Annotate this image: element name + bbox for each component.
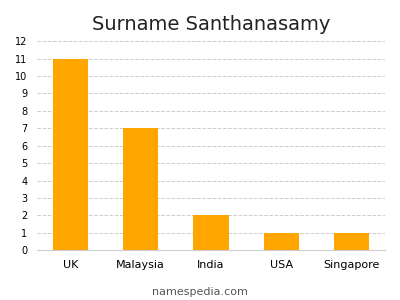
Bar [53,58,88,250]
Bar [264,233,299,250]
Text: namespedia.com: namespedia.com [152,287,248,297]
Bar [334,233,369,250]
Bar [123,128,158,250]
Title: Surname Santhanasamy: Surname Santhanasamy [92,15,330,34]
Bar [194,215,229,250]
